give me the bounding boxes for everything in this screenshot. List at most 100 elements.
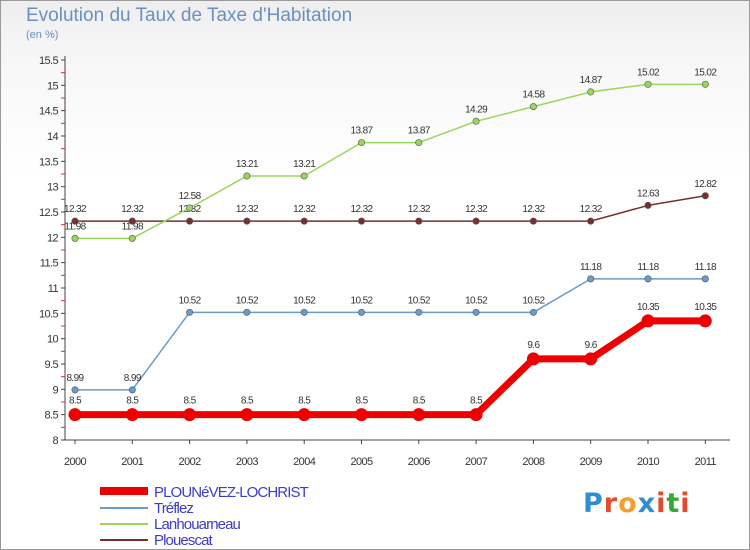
data-point — [183, 408, 197, 422]
y-tick-label: 13 — [47, 182, 59, 194]
data-label: 10.52 — [465, 295, 488, 306]
data-point — [71, 386, 79, 394]
data-point — [186, 217, 194, 225]
data-label: 8.5 — [184, 396, 197, 407]
x-tick-label: 2001 — [121, 456, 144, 468]
series-line — [74, 83, 707, 240]
data-label: 8.5 — [355, 396, 368, 407]
data-label: 9.6 — [527, 340, 540, 351]
data-point — [128, 234, 136, 242]
data-point — [243, 172, 251, 180]
data-point — [357, 217, 365, 225]
data-label: 13.21 — [236, 159, 259, 170]
series-line — [74, 278, 707, 391]
chart-subtitle: (en %) — [26, 29, 59, 41]
x-tick-label: 2000 — [64, 456, 87, 468]
data-label: 10.52 — [350, 295, 373, 306]
data-label: 8.5 — [241, 396, 254, 407]
data-point — [355, 408, 368, 422]
data-label: 11.18 — [695, 262, 717, 273]
y-tick-label: 12.5 — [39, 207, 58, 219]
data-point — [71, 217, 79, 225]
data-point — [587, 217, 595, 225]
data-point — [125, 408, 139, 422]
data-label: 11.18 — [580, 262, 602, 273]
data-point — [529, 217, 537, 225]
x-tick-label: 2005 — [350, 456, 373, 468]
data-point — [644, 201, 652, 209]
x-tick-label: 2006 — [408, 456, 431, 468]
data-label: 14.29 — [465, 104, 488, 115]
data-label: 12.32 — [522, 204, 545, 215]
data-point — [587, 88, 595, 96]
data-label: 10.52 — [408, 295, 431, 306]
y-tick-label: 8 — [52, 435, 58, 447]
y-tick-label: 8.5 — [45, 410, 59, 422]
data-point — [701, 80, 709, 88]
data-label: 9.6 — [585, 340, 598, 351]
y-tick-label: 11 — [48, 283, 59, 295]
data-point — [128, 217, 136, 225]
data-point — [243, 217, 251, 225]
data-label: 12.82 — [694, 179, 717, 190]
data-label: 8.99 — [124, 373, 142, 384]
data-label: 15.02 — [637, 67, 660, 78]
data-point — [415, 139, 423, 147]
proxiti-logo: Proxiti — [583, 488, 691, 519]
data-point — [415, 308, 423, 316]
y-tick-label: 9.5 — [45, 359, 59, 371]
y-tick-label: 15.5 — [39, 55, 58, 67]
y-tick-label: 12 — [47, 232, 59, 244]
data-label: 12.32 — [121, 204, 144, 215]
data-label: 12.58 — [179, 191, 202, 202]
x-tick-label: 2007 — [465, 456, 488, 468]
data-label: 10.52 — [293, 295, 316, 306]
data-point — [300, 217, 308, 225]
data-label: 8.5 — [69, 396, 82, 407]
data-label: 14.87 — [580, 75, 603, 86]
data-point — [68, 408, 82, 422]
data-point — [587, 275, 595, 283]
data-label: 10.52 — [522, 295, 545, 306]
x-tick-label: 2010 — [637, 456, 660, 468]
y-tick-label: 13.5 — [39, 156, 58, 168]
data-point — [71, 234, 79, 242]
data-point — [472, 117, 480, 125]
data-label: 12.32 — [408, 204, 431, 215]
data-point — [529, 308, 537, 316]
data-point — [472, 217, 480, 225]
legend-swatch — [100, 539, 148, 541]
data-point — [644, 80, 652, 88]
y-tick-label: 10 — [47, 334, 59, 346]
y-tick-label: 10.5 — [39, 308, 58, 320]
y-tick-label: 9 — [52, 384, 58, 396]
data-point — [526, 352, 540, 366]
y-tick-label: 14.5 — [39, 106, 58, 118]
x-tick-label: 2009 — [580, 456, 603, 468]
data-point — [412, 408, 426, 422]
x-tick-label: 2008 — [522, 456, 545, 468]
data-label: 12.32 — [64, 204, 87, 215]
data-label: 11.98 — [122, 221, 144, 232]
y-tick-label: 14 — [47, 131, 59, 143]
data-label: 13.87 — [350, 126, 373, 137]
data-point — [186, 204, 194, 212]
data-label: 13.21 — [293, 159, 316, 170]
data-point — [240, 408, 254, 422]
data-point — [357, 139, 365, 147]
data-label: 10.52 — [179, 295, 202, 306]
data-label: 11.98 — [64, 221, 86, 232]
legend-label: Lanhouarneau — [154, 516, 241, 533]
data-label: 8.5 — [298, 396, 311, 407]
data-label: 12.63 — [637, 188, 660, 199]
series-line — [71, 317, 709, 419]
data-label: 12.32 — [465, 204, 488, 215]
y-tick-label: 15 — [47, 80, 59, 92]
x-tick-label: 2003 — [236, 456, 259, 468]
data-point — [297, 408, 311, 422]
data-point — [128, 386, 136, 394]
data-label: 12.32 — [350, 204, 373, 215]
data-point — [701, 192, 709, 200]
